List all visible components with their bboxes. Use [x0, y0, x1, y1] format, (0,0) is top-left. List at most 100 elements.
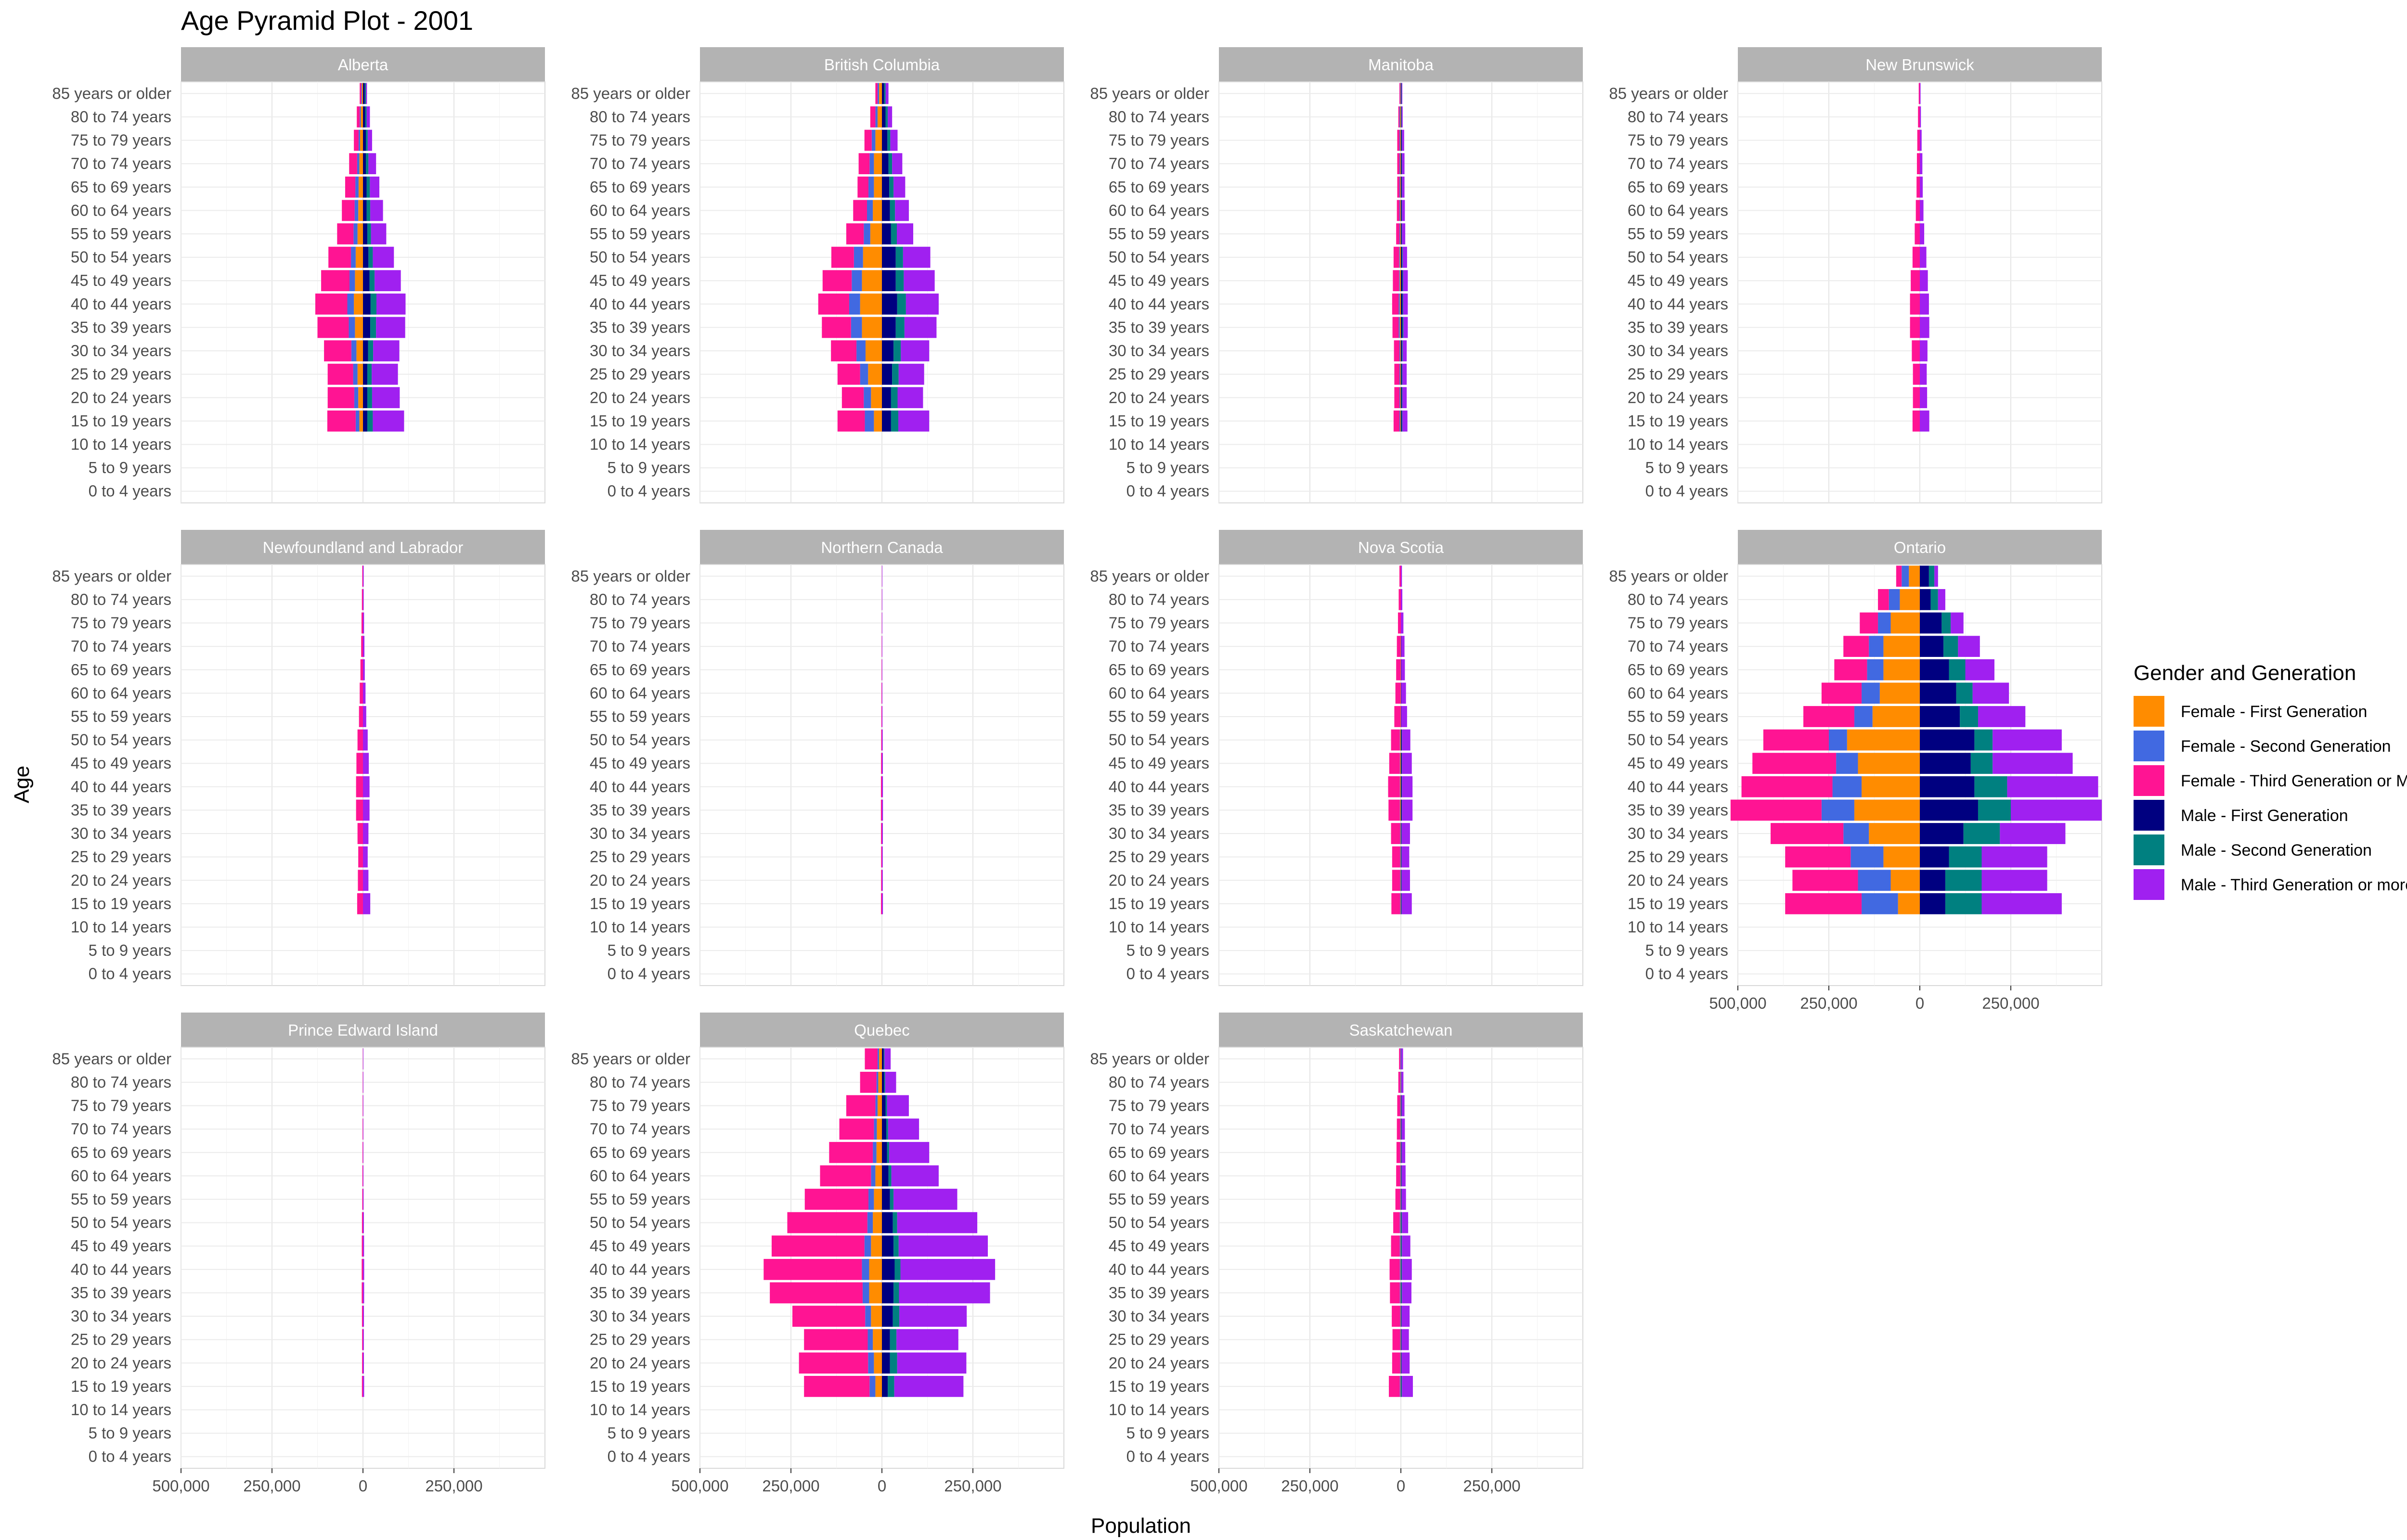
- y-tick-label: 40 to 44 years: [71, 1260, 171, 1278]
- y-tick-label: 30 to 34 years: [1628, 824, 1728, 842]
- bar-female-second-generation: [875, 1095, 878, 1116]
- bar-female-first-generation: [1400, 1235, 1401, 1257]
- bar-male-third-generation-or-more: [1402, 153, 1405, 175]
- bar-female-first-generation: [871, 1235, 882, 1257]
- y-tick-label: 65 to 69 years: [71, 661, 171, 679]
- legend-key-female-second-generation: [2134, 731, 2164, 761]
- bar-male-third-generation-or-more: [1920, 410, 1929, 432]
- x-tick-label: 500,000: [671, 1477, 728, 1495]
- bar-female-third-generation-or-more: [1912, 410, 1920, 432]
- bar-female-third-generation-or-more: [1860, 612, 1878, 634]
- strip-ontario: [1738, 530, 2102, 565]
- y-tick-label: 25 to 29 years: [1109, 365, 1209, 383]
- y-tick-label: 85 years or older: [1609, 567, 1728, 585]
- bar-female-third-generation-or-more: [337, 223, 354, 244]
- y-tick-label: 5 to 9 years: [1126, 1424, 1209, 1442]
- bar-female-third-generation-or-more: [857, 176, 869, 198]
- bar-male-third-generation-or-more: [1401, 823, 1410, 844]
- bar-female-third-generation-or-more: [1397, 129, 1399, 151]
- bar-male-third-generation-or-more: [891, 1165, 939, 1187]
- bar-female-third-generation-or-more: [1821, 682, 1862, 704]
- y-tick-label: 55 to 59 years: [1109, 225, 1209, 243]
- strip-label: Saskatchewan: [1349, 1021, 1453, 1039]
- bar-female-first-generation: [869, 1282, 882, 1304]
- y-tick-label: 75 to 79 years: [1628, 131, 1728, 149]
- bar-male-second-generation: [893, 1282, 899, 1304]
- bar-female-third-generation-or-more: [362, 1282, 363, 1304]
- bar-male-second-generation: [367, 223, 371, 244]
- bar-male-third-generation-or-more: [904, 317, 937, 338]
- legend-label: Female - First Generation: [2181, 703, 2367, 721]
- y-tick-label: 20 to 24 years: [71, 388, 171, 406]
- y-tick-label: 85 years or older: [52, 1050, 171, 1067]
- bar-female-first-generation: [877, 1118, 882, 1140]
- strip-label: British Columbia: [824, 56, 940, 74]
- bar-male-third-generation-or-more: [363, 706, 366, 727]
- bar-male-third-generation-or-more: [903, 246, 931, 268]
- y-tick-label: 15 to 19 years: [1109, 412, 1209, 430]
- bar-female-third-generation-or-more: [1730, 799, 1822, 821]
- bar-female-first-generation: [357, 223, 363, 244]
- y-tick-label: 35 to 39 years: [590, 318, 690, 336]
- bar-male-second-generation: [1402, 246, 1403, 268]
- bar-female-second-generation: [1843, 823, 1869, 844]
- bar-female-second-generation: [1399, 153, 1400, 175]
- bar-female-second-generation: [351, 340, 357, 361]
- bar-female-third-generation-or-more: [1392, 293, 1399, 315]
- bar-female-first-generation: [877, 1095, 882, 1116]
- bar-female-first-generation: [361, 106, 363, 128]
- y-tick-label: 65 to 69 years: [71, 1143, 171, 1161]
- y-tick-label: 85 years or older: [1090, 567, 1209, 585]
- y-tick-label: 50 to 54 years: [1628, 731, 1728, 749]
- bar-male-first-generation: [882, 106, 886, 128]
- y-tick-label: 40 to 44 years: [1628, 295, 1728, 313]
- bar-male-first-generation: [1920, 706, 1960, 727]
- y-tick-label: 10 to 14 years: [590, 435, 690, 453]
- bar-female-first-generation: [1400, 1189, 1401, 1210]
- bar-male-third-generation-or-more: [1402, 1282, 1411, 1304]
- x-tick-label: 250,000: [762, 1477, 819, 1495]
- bar-female-second-generation: [868, 176, 874, 198]
- bar-male-second-generation: [888, 1375, 894, 1397]
- bar-female-first-generation: [862, 317, 882, 338]
- bar-male-third-generation-or-more: [882, 776, 883, 797]
- y-tick-label: 75 to 79 years: [590, 131, 690, 149]
- y-tick-label: 40 to 44 years: [1628, 778, 1728, 796]
- bar-male-third-generation-or-more: [371, 223, 387, 244]
- bar-female-third-generation-or-more: [858, 153, 870, 175]
- y-tick-label: 55 to 59 years: [71, 225, 171, 243]
- y-tick-label: 35 to 39 years: [1628, 318, 1728, 336]
- bar-female-third-generation-or-more: [1752, 753, 1837, 774]
- bar-female-third-generation-or-more: [837, 363, 860, 385]
- bar-female-second-generation: [1836, 753, 1858, 774]
- bar-male-first-generation: [882, 1165, 889, 1187]
- bar-female-third-generation-or-more: [360, 83, 362, 104]
- y-tick-label: 50 to 54 years: [71, 731, 171, 749]
- bar-male-first-generation: [882, 1352, 890, 1374]
- y-tick-label: 65 to 69 years: [1109, 661, 1209, 679]
- bar-female-first-generation: [357, 363, 363, 385]
- y-tick-label: 65 to 69 years: [590, 1143, 690, 1161]
- bar-female-third-generation-or-more: [881, 893, 882, 914]
- bar-male-third-generation-or-more: [882, 729, 883, 751]
- bar-female-third-generation-or-more: [1918, 83, 1920, 104]
- bar-female-third-generation-or-more: [1763, 729, 1829, 751]
- bar-female-second-generation: [877, 83, 879, 104]
- y-tick-label: 50 to 54 years: [590, 731, 690, 749]
- y-tick-label: 40 to 44 years: [590, 295, 690, 313]
- bar-female-second-generation: [869, 1375, 876, 1397]
- y-tick-label: 80 to 74 years: [1628, 590, 1728, 608]
- bar-male-third-generation-or-more: [1401, 612, 1404, 634]
- bar-male-second-generation: [890, 1329, 897, 1350]
- bar-female-third-generation-or-more: [1389, 753, 1400, 774]
- bar-male-first-generation: [1401, 153, 1402, 175]
- bar-male-first-generation: [882, 129, 888, 151]
- bar-male-third-generation-or-more: [1938, 589, 1945, 610]
- bar-female-first-generation: [358, 200, 363, 221]
- y-tick-label: 65 to 69 years: [1628, 178, 1728, 196]
- bar-male-second-generation: [367, 410, 373, 432]
- bar-male-first-generation: [882, 340, 894, 361]
- y-tick-label: 50 to 54 years: [71, 248, 171, 266]
- bar-male-second-generation: [891, 223, 897, 244]
- bar-female-first-generation: [1883, 659, 1920, 680]
